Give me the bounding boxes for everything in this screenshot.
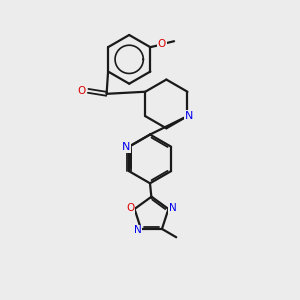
Text: N: N — [169, 203, 177, 213]
Text: O: O — [158, 39, 166, 49]
Text: O: O — [126, 203, 134, 213]
Text: N: N — [122, 142, 130, 152]
Text: O: O — [77, 86, 86, 96]
Text: N: N — [185, 111, 193, 121]
Text: N: N — [134, 225, 141, 236]
